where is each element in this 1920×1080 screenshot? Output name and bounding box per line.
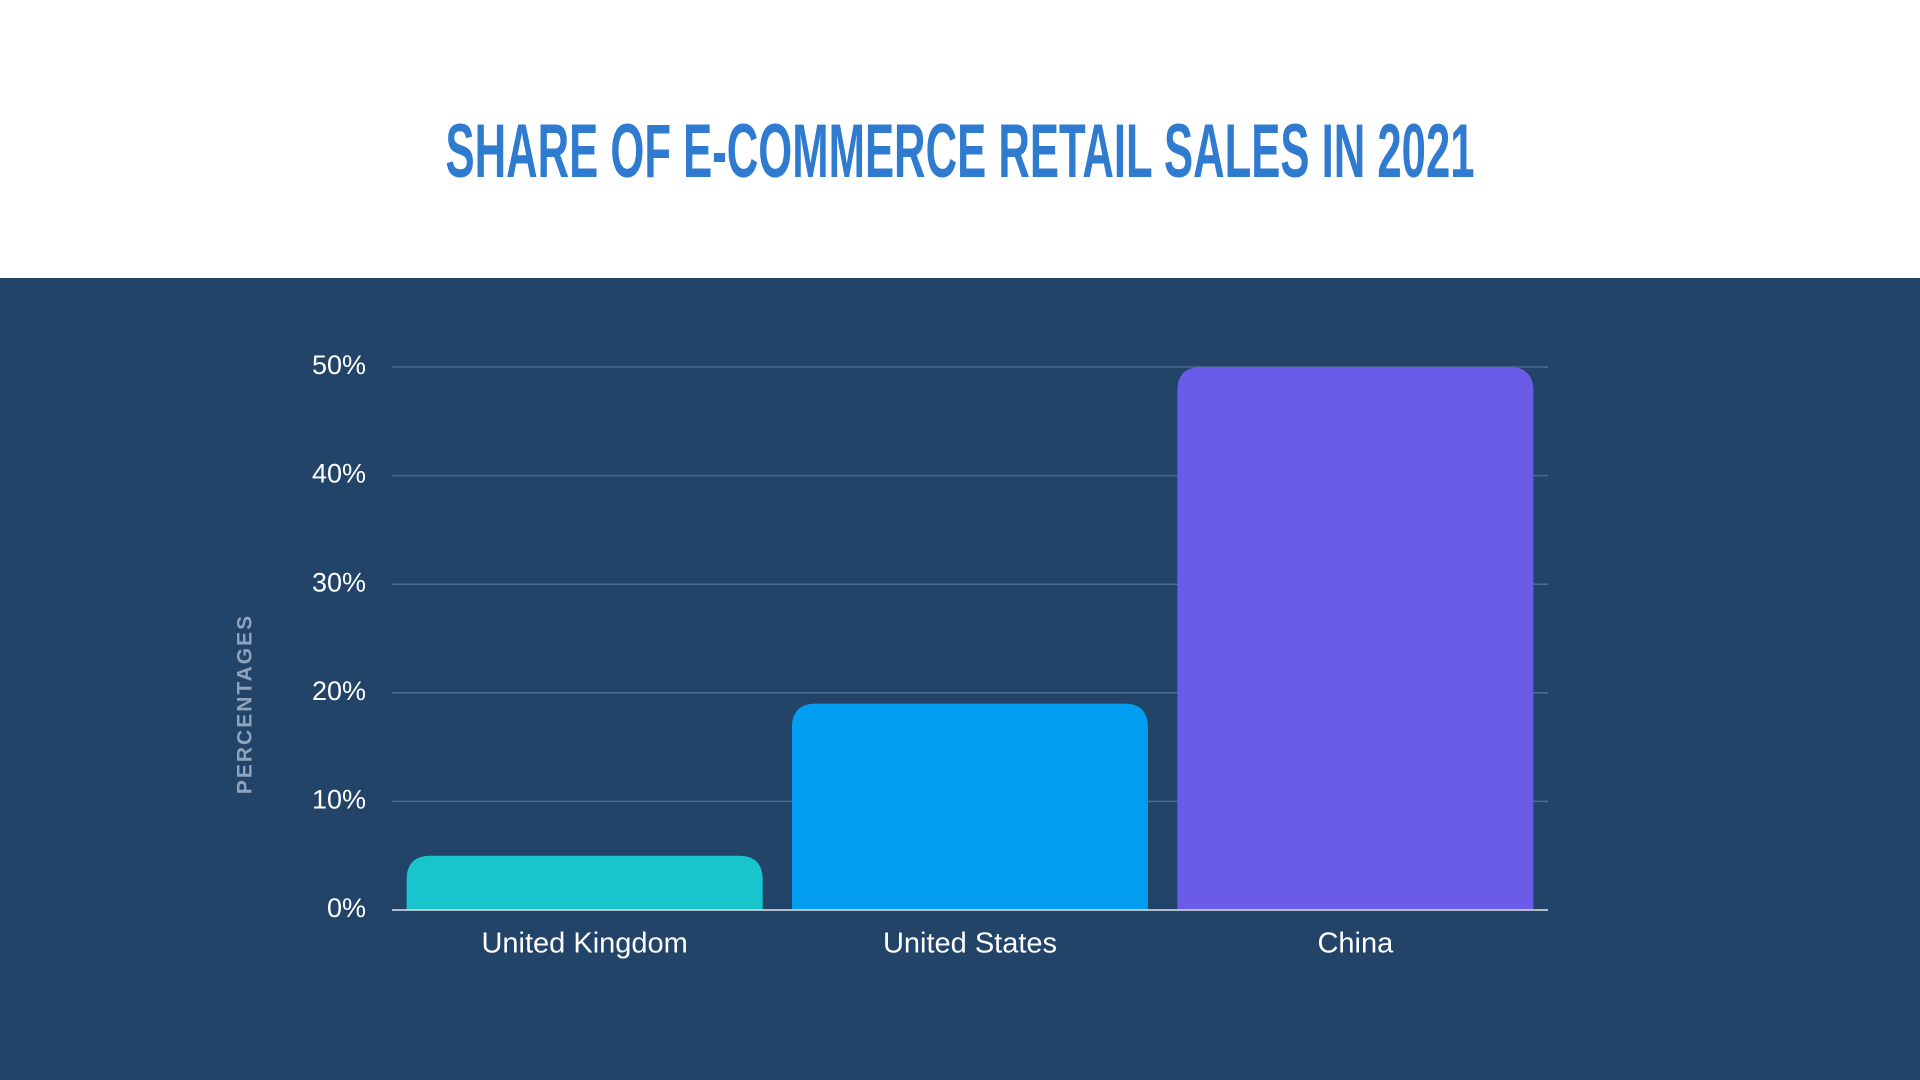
plot-background bbox=[0, 278, 1920, 1080]
header-background bbox=[0, 0, 1920, 278]
x-tick-label: China bbox=[1317, 928, 1394, 960]
x-tick-label: United States bbox=[883, 928, 1057, 960]
y-tick-label: 0% bbox=[327, 893, 366, 923]
bar bbox=[791, 703, 1149, 910]
chart-title: SHARE OF E-COMMERCE RETAIL SALES IN 2021 bbox=[446, 109, 1475, 194]
x-tick-label: United Kingdom bbox=[481, 928, 687, 960]
y-tick-label: 40% bbox=[312, 459, 366, 489]
bar bbox=[406, 855, 763, 910]
bar bbox=[1177, 367, 1534, 910]
y-tick-label: 50% bbox=[312, 350, 366, 380]
y-axis-label: PERCENTAGES bbox=[234, 614, 257, 794]
y-tick-label: 10% bbox=[312, 785, 366, 815]
y-tick-label: 30% bbox=[312, 567, 366, 597]
y-tick-label: 20% bbox=[312, 676, 366, 706]
